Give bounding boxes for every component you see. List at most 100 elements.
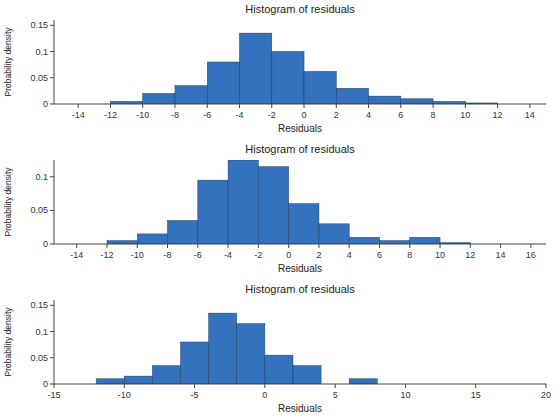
y-tick [50, 244, 54, 245]
x-tick [288, 244, 289, 248]
x-tick-label: -12 [104, 110, 117, 120]
histogram-bar [336, 88, 368, 104]
x-tick [349, 244, 350, 248]
y-tick-label: 0.1 [35, 47, 48, 57]
x-tick [409, 244, 410, 248]
bars [110, 33, 497, 104]
x-tick [228, 244, 229, 248]
x-tick-label: -5 [191, 390, 199, 400]
x-tick-label: 0 [286, 250, 291, 260]
x-tick [78, 104, 79, 108]
x-tick [271, 104, 272, 108]
x-tick [405, 384, 406, 388]
y-tick [50, 25, 54, 26]
x-tick-label: -2 [268, 110, 276, 120]
y-tick [50, 77, 54, 78]
x-tick [368, 104, 369, 108]
x-tick [400, 104, 401, 108]
x-axis-label: Residuals [278, 403, 322, 414]
x-tick-label: 6 [377, 250, 382, 260]
histogram-bar [304, 71, 336, 104]
histogram-bar [349, 237, 379, 244]
x-tick [529, 104, 530, 108]
x-tick-label: 14 [496, 250, 506, 260]
x-tick [110, 104, 111, 108]
chart-figure: Histogram of residuals -14 -12 -10 -8 -6 -4 -2 0… [0, 0, 560, 420]
histogram-bar [96, 379, 124, 384]
y-axis-line [54, 160, 55, 244]
x-tick [440, 244, 441, 248]
histogram-bar [124, 376, 152, 384]
x-tick [124, 384, 125, 388]
x-tick [475, 384, 476, 388]
x-tick [167, 244, 168, 248]
x-tick-label: 2 [334, 110, 339, 120]
x-tick-label: 2 [316, 250, 321, 260]
bars [107, 160, 470, 244]
x-axis-line [54, 384, 546, 385]
x-tick [106, 244, 107, 248]
x-tick-label: 10 [400, 390, 410, 400]
x-tick-label: -8 [164, 250, 172, 260]
histogram-bar [237, 324, 265, 384]
x-tick [207, 104, 208, 108]
x-tick-label: -2 [254, 250, 262, 260]
y-tick [50, 357, 54, 358]
x-axis-line [54, 104, 546, 105]
x-tick [174, 104, 175, 108]
y-tick [50, 104, 54, 105]
x-tick [194, 384, 195, 388]
x-tick-label: 10 [460, 110, 470, 120]
x-tick [497, 104, 498, 108]
x-tick-label: -6 [203, 110, 211, 120]
y-tick-label: 0.15 [30, 300, 48, 310]
histogram-bar [198, 180, 228, 244]
chart-title: Histogram of residuals [245, 3, 355, 15]
x-tick-label: -10 [136, 110, 149, 120]
x-tick-label: 0 [262, 390, 267, 400]
y-tick [50, 384, 54, 385]
chart-title: Histogram of residuals [245, 283, 355, 295]
x-tick [197, 244, 198, 248]
histogram-bar [240, 33, 272, 104]
y-tick-label: 0.1 [35, 172, 48, 182]
histogram-bar [410, 237, 440, 244]
x-tick [76, 244, 77, 248]
y-tick [50, 331, 54, 332]
x-tick [530, 244, 531, 248]
histogram-bar [379, 241, 409, 244]
x-tick [318, 244, 319, 248]
x-tick-label: -15 [47, 390, 60, 400]
x-tick [500, 244, 501, 248]
histogram-bar [369, 96, 401, 104]
x-axis-label: Residuals [278, 263, 322, 274]
histogram-bar [152, 366, 180, 384]
y-tick-label: 0.1 [35, 327, 48, 337]
x-tick [335, 384, 336, 388]
x-tick-label: 10 [435, 250, 445, 260]
histogram-bar [143, 94, 175, 105]
x-tick-label: 6 [398, 110, 403, 120]
y-tick [50, 51, 54, 52]
y-tick-label: 0 [43, 239, 48, 249]
x-tick-label: -14 [70, 250, 83, 260]
x-tick [258, 244, 259, 248]
x-tick [304, 104, 305, 108]
x-tick-label: -8 [171, 110, 179, 120]
histogram-bar [181, 342, 209, 384]
x-axis-label: Residuals [278, 123, 322, 134]
x-tick [465, 104, 466, 108]
x-tick [379, 244, 380, 248]
x-tick-label: 8 [431, 110, 436, 120]
x-tick-label: -10 [131, 250, 144, 260]
y-axis-line [54, 20, 55, 104]
x-tick-label: -4 [224, 250, 232, 260]
y-tick-label: 0.15 [30, 20, 48, 30]
x-tick-label: 4 [347, 250, 352, 260]
x-tick [470, 244, 471, 248]
y-tick-label: 0 [43, 379, 48, 389]
histogram-bar [319, 224, 349, 244]
x-axis-line [54, 244, 546, 245]
x-tick-label: 15 [471, 390, 481, 400]
histogram-bar [107, 241, 137, 244]
